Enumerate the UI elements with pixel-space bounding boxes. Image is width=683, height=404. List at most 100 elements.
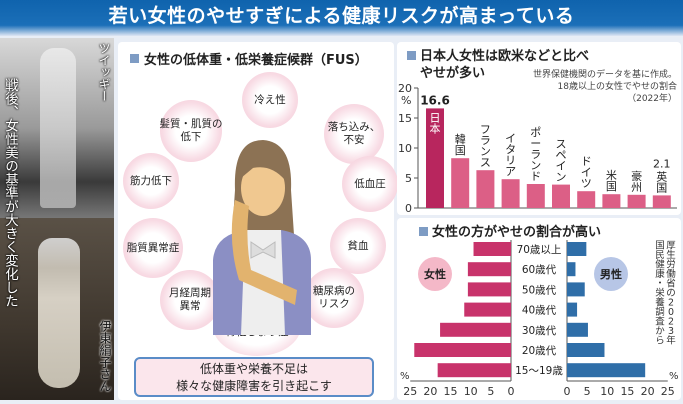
- male-label: 男性: [600, 267, 622, 281]
- caption-twiggy: ツイッギー: [97, 42, 111, 102]
- age-label: 40歳代: [522, 305, 557, 317]
- male-bar-50歳代: [567, 282, 585, 297]
- chart-title: 女性の方がやせの割合が高い: [432, 224, 601, 240]
- symptom-bubble: 脂質異常症: [123, 218, 183, 278]
- gender-chart-panel: 女性の方がやせの割合が高い 女性 男性 厚生労働省の 2 0 2 3 年国民健康・栄養調査…: [397, 218, 681, 400]
- y-unit-label: %: [401, 94, 411, 107]
- fus-heading: 女性の低体重・低栄養症候群（FUS）: [130, 49, 368, 68]
- country-chart-panel: 日本人女性は欧米などと比べ やせが多い 世界保健機関のデータを基に作成。 18歳…: [397, 42, 681, 215]
- model-figure: [40, 48, 76, 208]
- female-bar-20歳代: [414, 343, 511, 357]
- x-tick-label: 5: [487, 385, 494, 398]
- page-title: 若い女性のやせすぎによる健康リスクが高まっている: [0, 0, 683, 36]
- y-tick-label: 15: [398, 112, 412, 125]
- gender-butterfly-chart: 女性の方がやせの割合が高い 女性 男性 厚生労働省の 2 0 2 3 年国民健康・栄養調査…: [400, 224, 679, 398]
- y-tick-label: 20: [398, 82, 412, 95]
- category-label: ドイツ: [581, 155, 592, 190]
- bar-スペイン: [552, 184, 570, 208]
- chart-source-line: 厚生労働省の 2 0 2 3 年: [666, 241, 676, 347]
- x-tick-label: 25: [661, 385, 675, 398]
- y-tick-label: 5: [405, 172, 412, 185]
- data-label: 16.6: [420, 93, 450, 107]
- bar-日本: [426, 108, 444, 208]
- chart-note: （2022年）: [627, 92, 677, 104]
- chart-note: 世界保健機関のデータを基に作成。: [533, 68, 677, 80]
- x-tick-label: 15: [620, 385, 634, 398]
- country-bar-chart: 日本人女性は欧米などと比べ やせが多い 世界保健機関のデータを基に作成。 18歳…: [398, 48, 677, 215]
- female-bar-70歳以上: [473, 242, 511, 256]
- symptom-bubble: 髪質・肌質の 低下: [160, 100, 223, 162]
- category-label: 米国: [606, 169, 617, 193]
- category-label: イタリア: [505, 132, 516, 178]
- heading-marker: [419, 227, 428, 236]
- bar-フランス: [476, 170, 495, 208]
- x-tick-label: 10: [600, 385, 614, 398]
- chart-note: 18歳以上の女性でやせの割合: [558, 80, 677, 92]
- x-tick-label: 25: [403, 385, 417, 398]
- male-bar-70歳以上: [567, 242, 587, 256]
- bar-英国: [652, 195, 671, 208]
- male-bar-60歳代: [567, 262, 576, 277]
- bar-ポーランド: [526, 184, 545, 208]
- female-legend-circle: [418, 257, 452, 291]
- x-unit-label: %: [669, 371, 679, 382]
- age-label: 60歳代: [522, 264, 557, 276]
- age-label: 30歳代: [522, 325, 557, 337]
- bar-イタリア: [501, 179, 520, 208]
- male-bar-15〜19歳: [567, 363, 646, 378]
- female-bar-15〜19歳: [437, 363, 511, 378]
- category-label: ポーランド: [530, 126, 541, 183]
- male-bar-20歳代: [567, 343, 605, 357]
- male-bar-40歳代: [567, 302, 578, 317]
- bar-韓国: [451, 158, 470, 208]
- male-legend-circle: [594, 257, 628, 291]
- x-tick-label: 15: [444, 385, 458, 398]
- female-bar-60歳代: [467, 262, 511, 277]
- symptom-bubble: 冷え性: [242, 72, 298, 128]
- age-label: 15〜19歳: [515, 365, 563, 377]
- x-tick-label: 20: [423, 385, 437, 398]
- fus-callout: 低体重や栄養不足は 様々な健康障害を引き起こす: [134, 357, 374, 397]
- x-tick-label: 0: [508, 385, 515, 398]
- x-unit-label: %: [400, 371, 410, 382]
- category-label: フランス: [480, 123, 491, 169]
- age-label: 50歳代: [522, 284, 557, 296]
- female-bar-30歳代: [440, 322, 511, 337]
- category-label: スペイン: [556, 138, 567, 184]
- x-tick-label: 5: [584, 385, 591, 398]
- female-bar-50歳代: [467, 282, 511, 297]
- y-tick-label: 0: [405, 202, 412, 215]
- category-label: 豪州: [631, 169, 642, 194]
- caption-main: 戦後、女性美の基準が大きく変化した: [2, 78, 18, 308]
- chart-source-line: 国民健康・栄養調査から: [655, 241, 665, 347]
- bar-ドイツ: [577, 191, 596, 208]
- age-label: 20歳代: [522, 345, 557, 357]
- y-tick-label: 10: [398, 142, 412, 155]
- female-bar-40歳代: [464, 302, 511, 317]
- x-tick-label: 10: [464, 385, 478, 398]
- age-label: 70歳以上: [517, 244, 562, 256]
- x-tick-label: 0: [564, 385, 571, 398]
- photo-twiggy: [0, 38, 114, 218]
- symptom-bubble: 貧血: [330, 218, 386, 274]
- category-label: 日本: [430, 111, 441, 135]
- category-label: 韓国: [455, 133, 466, 157]
- chart-title-line1: 日本人女性は欧米などと比べ: [420, 48, 589, 64]
- category-label: 英国: [656, 169, 667, 194]
- heading-marker: [407, 51, 416, 60]
- male-bar-30歳代: [567, 322, 588, 337]
- historical-photos: ツイッギー 戦後、女性美の基準が大きく変化した 伊東絹子さん: [0, 38, 114, 400]
- symptom-bubble: 低血圧: [342, 156, 398, 212]
- bar-豪州: [627, 194, 646, 208]
- symptom-bubble: 月経周期 異常: [160, 270, 220, 330]
- x-tick-label: 20: [641, 385, 655, 398]
- symptom-bubble: 筋力低下: [123, 153, 179, 209]
- symptom-bubble: 糖尿病の リスク: [304, 268, 364, 328]
- data-label: 2.1: [653, 157, 671, 170]
- female-label: 女性: [424, 267, 446, 281]
- model-figure: [38, 238, 80, 388]
- caption-ito: 伊東絹子さん: [98, 320, 112, 392]
- symptom-bubble: 落ち込み、 不安: [324, 104, 384, 164]
- bar-米国: [602, 194, 621, 208]
